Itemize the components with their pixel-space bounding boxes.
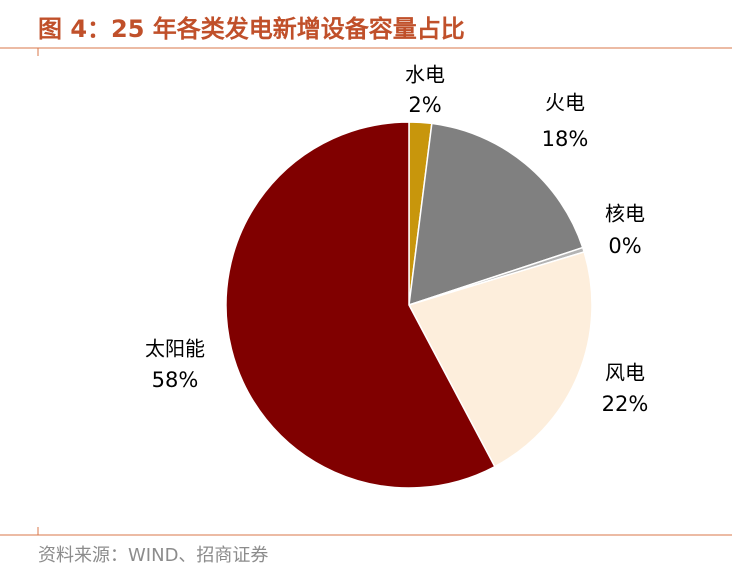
slice-value-label: 22% — [602, 392, 649, 416]
slice-value-label: 58% — [152, 368, 199, 392]
pie-slice — [225, 121, 496, 489]
slice-label: 核电 — [605, 202, 645, 226]
slice-value-label: 2% — [408, 93, 441, 117]
source-note: 资料来源：WIND、招商证券 — [38, 545, 268, 566]
pie-slice — [407, 251, 593, 468]
slice-label: 火电 — [545, 91, 585, 115]
slice-label: 太阳能 — [145, 337, 205, 361]
chart-title: 图 4：25 年各类发电新增设备容量占比 — [38, 15, 465, 43]
slice-value-label: 0% — [608, 234, 641, 258]
slice-value-label: 18% — [542, 127, 589, 151]
pie-slice — [408, 122, 584, 307]
slice-label: 水电 — [405, 63, 445, 87]
slice-label: 风电 — [605, 361, 645, 385]
